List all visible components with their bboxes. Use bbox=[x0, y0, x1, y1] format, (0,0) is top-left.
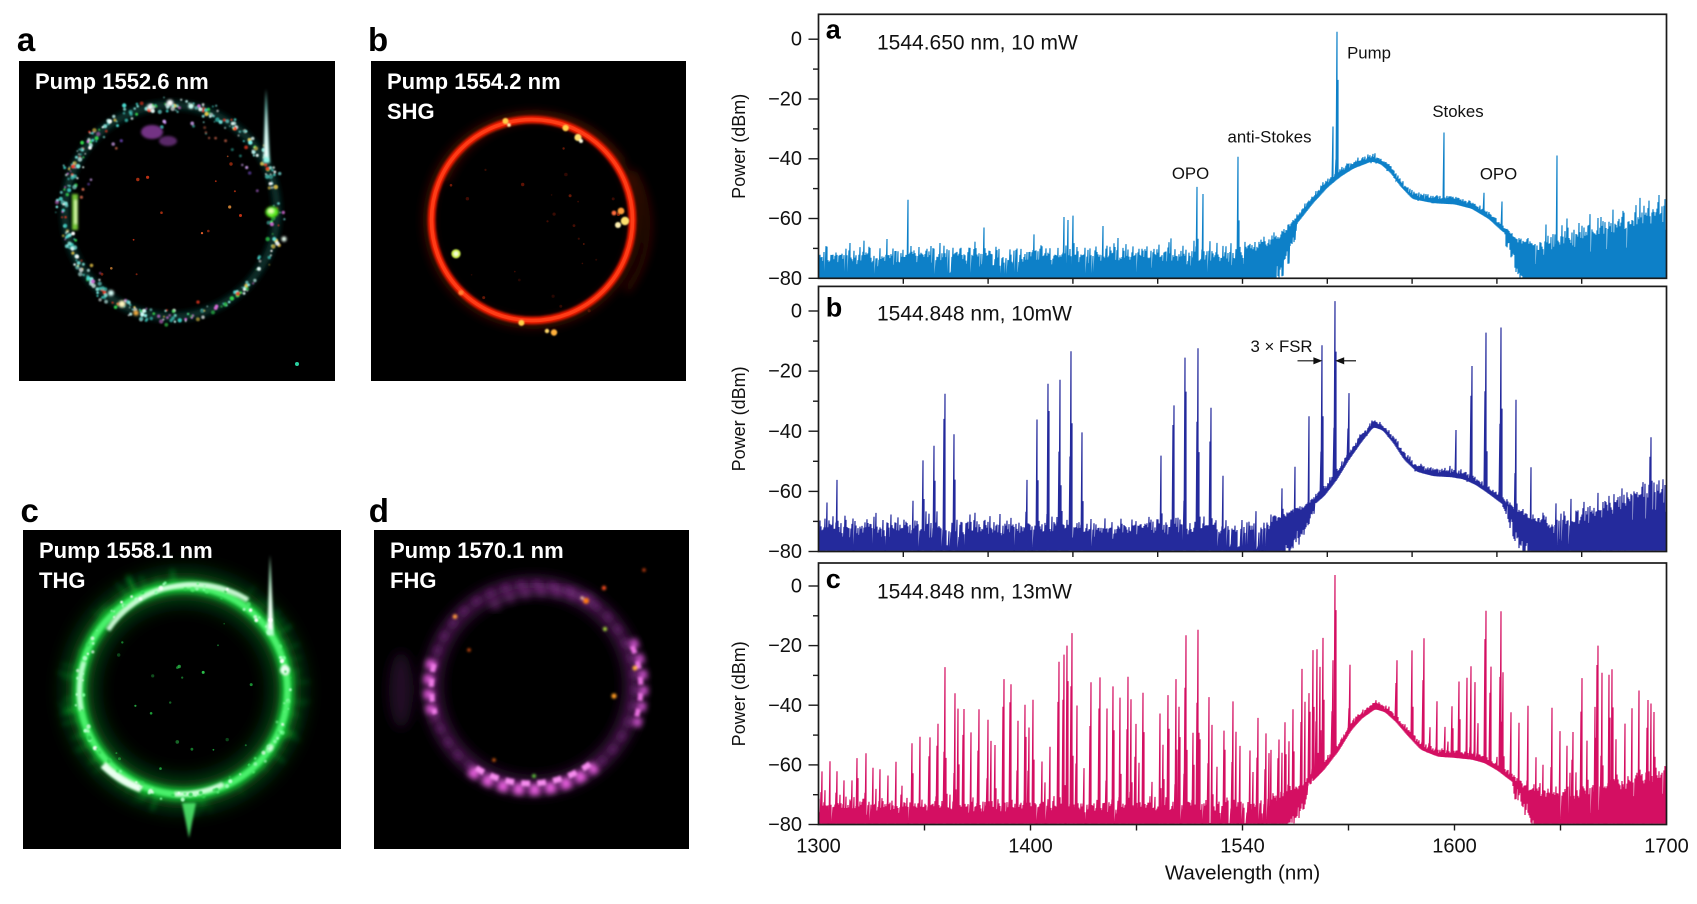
svg-text:1600: 1600 bbox=[1432, 836, 1477, 858]
svg-text:b: b bbox=[826, 292, 843, 322]
svg-text:−80: −80 bbox=[768, 541, 802, 563]
svg-text:−80: −80 bbox=[768, 814, 802, 836]
svg-text:Pump: Pump bbox=[1347, 44, 1391, 63]
svg-text:1300: 1300 bbox=[796, 836, 841, 858]
svg-text:1544.650 nm, 10 mW: 1544.650 nm, 10 mW bbox=[877, 32, 1078, 55]
svg-text:Pump 1552.6 nm: Pump 1552.6 nm bbox=[35, 69, 209, 94]
svg-text:−60: −60 bbox=[768, 481, 802, 503]
svg-text:OPO: OPO bbox=[1480, 165, 1517, 184]
svg-text:OPO: OPO bbox=[1172, 164, 1209, 183]
svg-text:1540: 1540 bbox=[1220, 836, 1265, 858]
svg-text:−20: −20 bbox=[768, 635, 802, 657]
svg-text:0: 0 bbox=[791, 576, 802, 598]
svg-text:Pump 1558.1 nm: Pump 1558.1 nm bbox=[39, 538, 213, 563]
svg-text:Pump 1570.1 nm: Pump 1570.1 nm bbox=[390, 538, 564, 563]
svg-text:THG: THG bbox=[39, 568, 85, 593]
svg-text:−60: −60 bbox=[768, 208, 802, 230]
svg-text:1544.848 nm, 13mW: 1544.848 nm, 13mW bbox=[877, 581, 1072, 604]
svg-text:Power (dBm): Power (dBm) bbox=[729, 641, 749, 746]
svg-text:SHG: SHG bbox=[387, 99, 435, 124]
svg-text:Pump 1554.2 nm: Pump 1554.2 nm bbox=[387, 69, 561, 94]
svg-text:0: 0 bbox=[791, 301, 802, 323]
svg-text:−20: −20 bbox=[768, 361, 802, 383]
svg-text:c: c bbox=[826, 564, 841, 594]
svg-text:anti-Stokes: anti-Stokes bbox=[1228, 128, 1312, 147]
svg-text:1544.848 nm, 10mW: 1544.848 nm, 10mW bbox=[877, 303, 1072, 326]
svg-text:−40: −40 bbox=[768, 148, 802, 170]
svg-text:−20: −20 bbox=[768, 89, 802, 111]
svg-text:−40: −40 bbox=[768, 421, 802, 443]
svg-text:a: a bbox=[826, 14, 842, 44]
svg-text:Power (dBm): Power (dBm) bbox=[729, 366, 749, 471]
svg-text:Wavelength (nm): Wavelength (nm) bbox=[1165, 862, 1320, 885]
svg-text:Power (dBm): Power (dBm) bbox=[729, 94, 749, 199]
svg-text:1400: 1400 bbox=[1008, 836, 1053, 858]
svg-text:3 × FSR: 3 × FSR bbox=[1250, 337, 1312, 356]
svg-text:0: 0 bbox=[791, 29, 802, 51]
svg-text:−80: −80 bbox=[768, 268, 802, 290]
svg-text:−40: −40 bbox=[768, 695, 802, 717]
svg-text:1700: 1700 bbox=[1644, 836, 1689, 858]
svg-text:−60: −60 bbox=[768, 754, 802, 776]
svg-text:FHG: FHG bbox=[390, 568, 436, 593]
svg-text:Stokes: Stokes bbox=[1432, 102, 1483, 121]
